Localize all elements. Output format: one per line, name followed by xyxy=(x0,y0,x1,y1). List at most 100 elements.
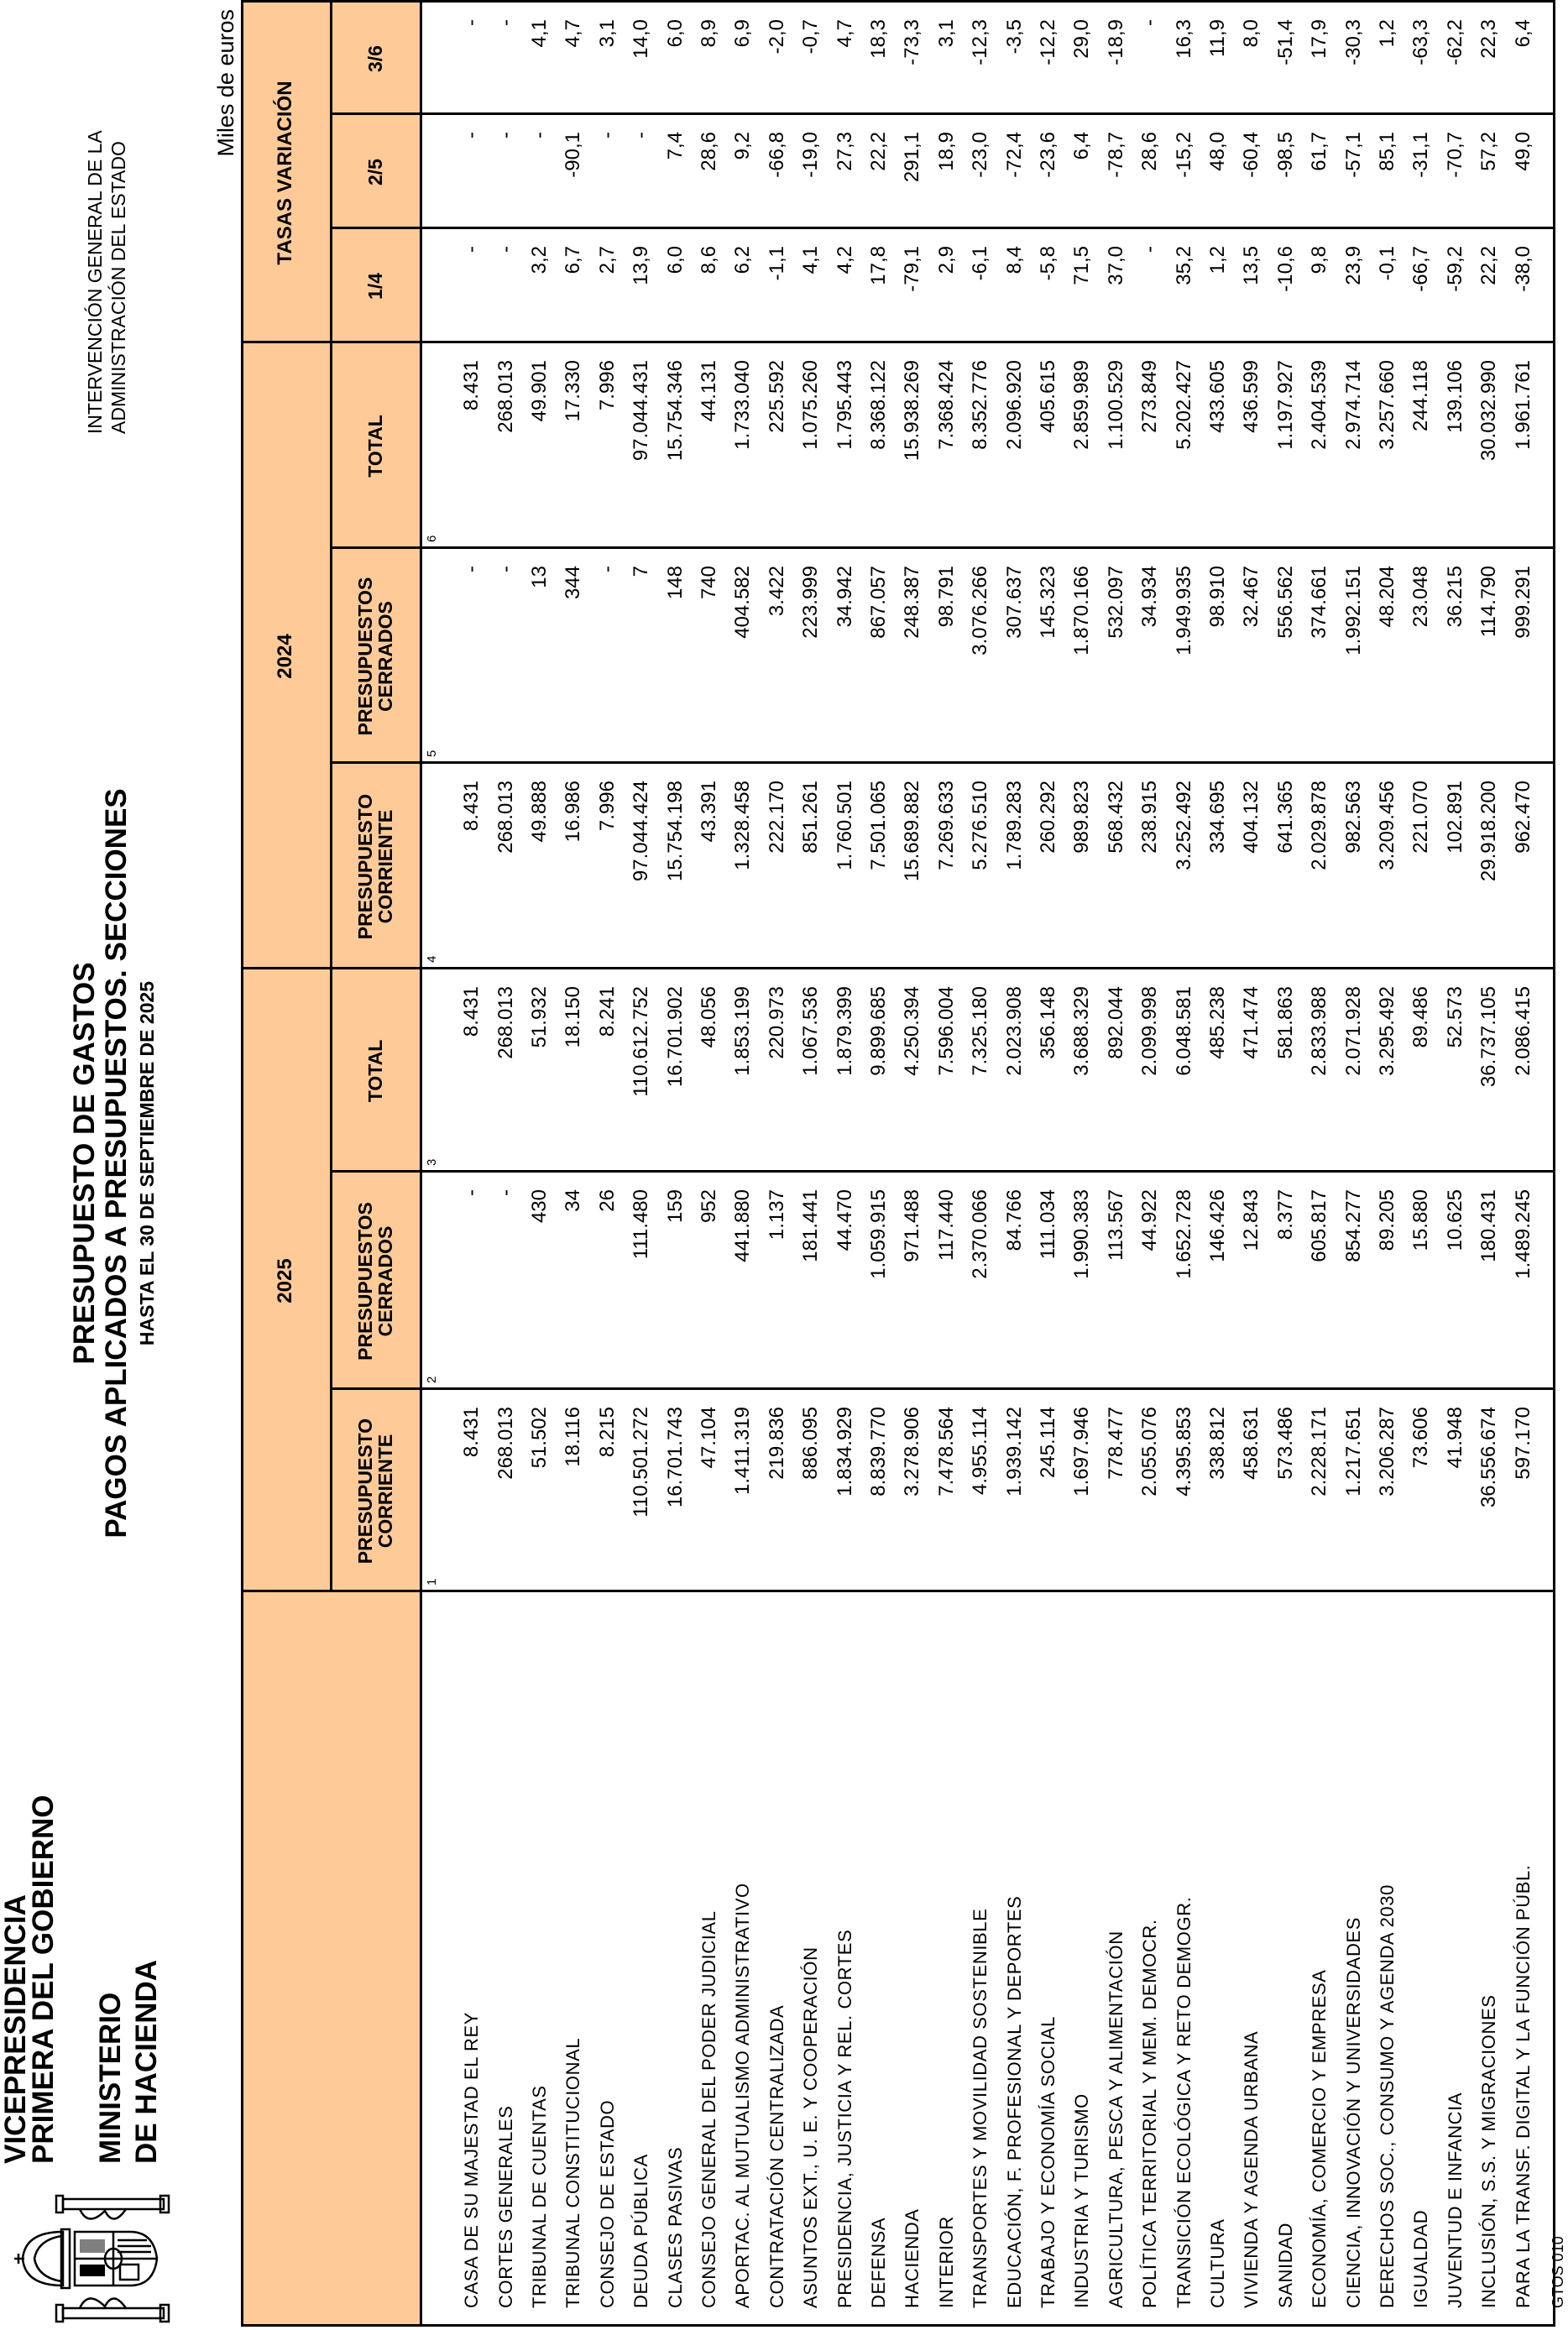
table-cell: 6,7 xyxy=(562,246,585,274)
table-cell: 9,8 xyxy=(1308,246,1331,274)
table-cell: 4,1 xyxy=(799,246,823,274)
table-cell: - xyxy=(527,132,551,138)
table-cell: 952 xyxy=(697,1189,720,1224)
table-cell: 740 xyxy=(697,566,720,600)
table-cell: - xyxy=(630,132,653,138)
table-cell: 18,9 xyxy=(934,132,958,171)
table-cell: 3.295.492 xyxy=(1375,986,1398,1076)
vicepresidencia-line-2: PRIMERA DEL GOBIERNO xyxy=(27,1795,60,2164)
table-cell: 291,1 xyxy=(901,132,924,183)
table-cell: 1.197.927 xyxy=(1273,360,1297,450)
table-cell: 6,9 xyxy=(731,19,755,48)
table-cell: 28,6 xyxy=(697,132,720,171)
column-number: 6 xyxy=(425,535,439,542)
table-cell: 9.899.685 xyxy=(866,986,890,1076)
table-cell: -57,1 xyxy=(1341,132,1365,178)
table-cell: 260.292 xyxy=(1036,781,1059,854)
page-title: PRESUPUESTO DE GASTOS xyxy=(68,962,101,1365)
table-cell: 886.095 xyxy=(799,1407,823,1480)
table-cell: - xyxy=(1138,19,1162,26)
table-cell: 8.377 xyxy=(1273,1189,1297,1241)
row-label: SANIDAD xyxy=(1274,2223,1296,2308)
table-cell: 2.859.989 xyxy=(1070,360,1094,450)
group-header: 2024 xyxy=(274,634,296,679)
table-cell: 854.277 xyxy=(1341,1189,1365,1262)
table-cell: 1.328.458 xyxy=(731,781,755,870)
table-cell: 892.044 xyxy=(1104,986,1127,1059)
row-label: INCLUSIÓN, S.S. Y MIGRACIONES xyxy=(1478,1994,1500,2308)
coat-of-arms-logo xyxy=(14,2194,170,2323)
table-cell: 6,2 xyxy=(731,246,755,274)
table-cell: 16,3 xyxy=(1172,19,1195,59)
table-cell: -2,0 xyxy=(765,19,788,55)
table-cell: 2.029.878 xyxy=(1308,781,1331,870)
table-cell: 44.922 xyxy=(1138,1189,1162,1251)
column-header: TOTAL xyxy=(363,1039,386,1103)
table-cell: 32.467 xyxy=(1240,566,1263,628)
table-cell: 2.023.908 xyxy=(1002,986,1026,1076)
table-cell: 851.261 xyxy=(799,781,823,854)
table-cell: -38,0 xyxy=(1511,246,1534,292)
row-label: CONTRATACIÓN CENTRALIZADA xyxy=(766,2004,787,2308)
table-cell: -1,1 xyxy=(765,246,788,281)
table-cell: 1.992.151 xyxy=(1341,566,1365,656)
table-cell: 2.071.928 xyxy=(1341,986,1365,1076)
table-cell: 334.695 xyxy=(1205,781,1229,854)
row-label: CIENCIA, INNOVACIÓN Y UNIVERSIDADES xyxy=(1342,1917,1364,2308)
table-cell: 3.206.287 xyxy=(1375,1407,1398,1497)
table-cell: 5.276.510 xyxy=(969,781,992,870)
table-cell: 34.942 xyxy=(833,566,856,628)
table-cell: 14,0 xyxy=(630,19,653,59)
table-cell: 102.891 xyxy=(1443,781,1466,854)
table-cell: 89.486 xyxy=(1409,986,1433,1048)
table-cell: -66,7 xyxy=(1409,246,1433,292)
table-cell: 15.880 xyxy=(1409,1189,1433,1251)
table-cell: 7.996 xyxy=(595,781,619,832)
table-cell: 3.076.266 xyxy=(969,566,992,656)
table-cell: 4,1 xyxy=(527,19,551,48)
row-label: CONSEJO GENERAL DEL PODER JUDICIAL xyxy=(698,1910,719,2308)
table-cell: -10,6 xyxy=(1273,246,1297,292)
table-cell: - xyxy=(494,1189,517,1196)
table-cell: 49,0 xyxy=(1511,132,1534,171)
table-cell: 778.477 xyxy=(1104,1407,1127,1480)
table-cell: -78,7 xyxy=(1104,132,1127,178)
table-cell: 8,6 xyxy=(697,246,720,274)
table-cell: -62,2 xyxy=(1443,19,1466,65)
table-cell: 471.474 xyxy=(1240,986,1263,1059)
table-cell: 248.387 xyxy=(901,566,924,639)
column-number: 4 xyxy=(425,955,439,963)
table-cell: 13,5 xyxy=(1240,246,1263,285)
table-cell: 8.431 xyxy=(460,781,483,832)
table-cell: 1.217.651 xyxy=(1341,1407,1365,1497)
row-label: INDUSTRIA Y TURISMO xyxy=(1071,2093,1093,2308)
table-cell: 225.592 xyxy=(765,360,788,433)
table-cell: 6,4 xyxy=(1511,19,1534,48)
table-cell: 84.766 xyxy=(1002,1189,1026,1251)
table-cell: 3.209.456 xyxy=(1375,781,1398,870)
table-cell: 273.849 xyxy=(1138,360,1162,433)
table-cell: 51.502 xyxy=(527,1407,551,1469)
table-cell: 1.652.728 xyxy=(1172,1189,1195,1279)
ministerio-line-1: MINISTERIO xyxy=(94,1992,127,2164)
table-cell: 1.879.399 xyxy=(833,986,856,1076)
table-cell: 2.404.539 xyxy=(1308,360,1331,450)
table-cell: 47.104 xyxy=(697,1407,720,1469)
table-border-right xyxy=(241,0,1555,3)
table-cell: 1.853.199 xyxy=(731,986,755,1076)
table-cell: 8.431 xyxy=(460,986,483,1037)
column-number: 5 xyxy=(425,750,439,757)
table-cell: 148 xyxy=(663,566,687,600)
table-cell: 581.863 xyxy=(1273,986,1297,1059)
table-cell: 23.048 xyxy=(1409,566,1433,628)
table-cell: 7,4 xyxy=(663,132,687,160)
table-cell: 238.915 xyxy=(1138,781,1162,854)
table-cell: -15,2 xyxy=(1172,132,1195,178)
table-cell: 3.252.492 xyxy=(1172,781,1195,870)
table-cell: 180.431 xyxy=(1477,1189,1501,1262)
table-cell: 6,4 xyxy=(1070,132,1094,160)
table-cell: 34.934 xyxy=(1138,566,1162,628)
table-cell: 8,9 xyxy=(697,19,720,48)
table-cell: 430 xyxy=(527,1189,551,1224)
table-cell: 4.955.114 xyxy=(969,1407,992,1495)
